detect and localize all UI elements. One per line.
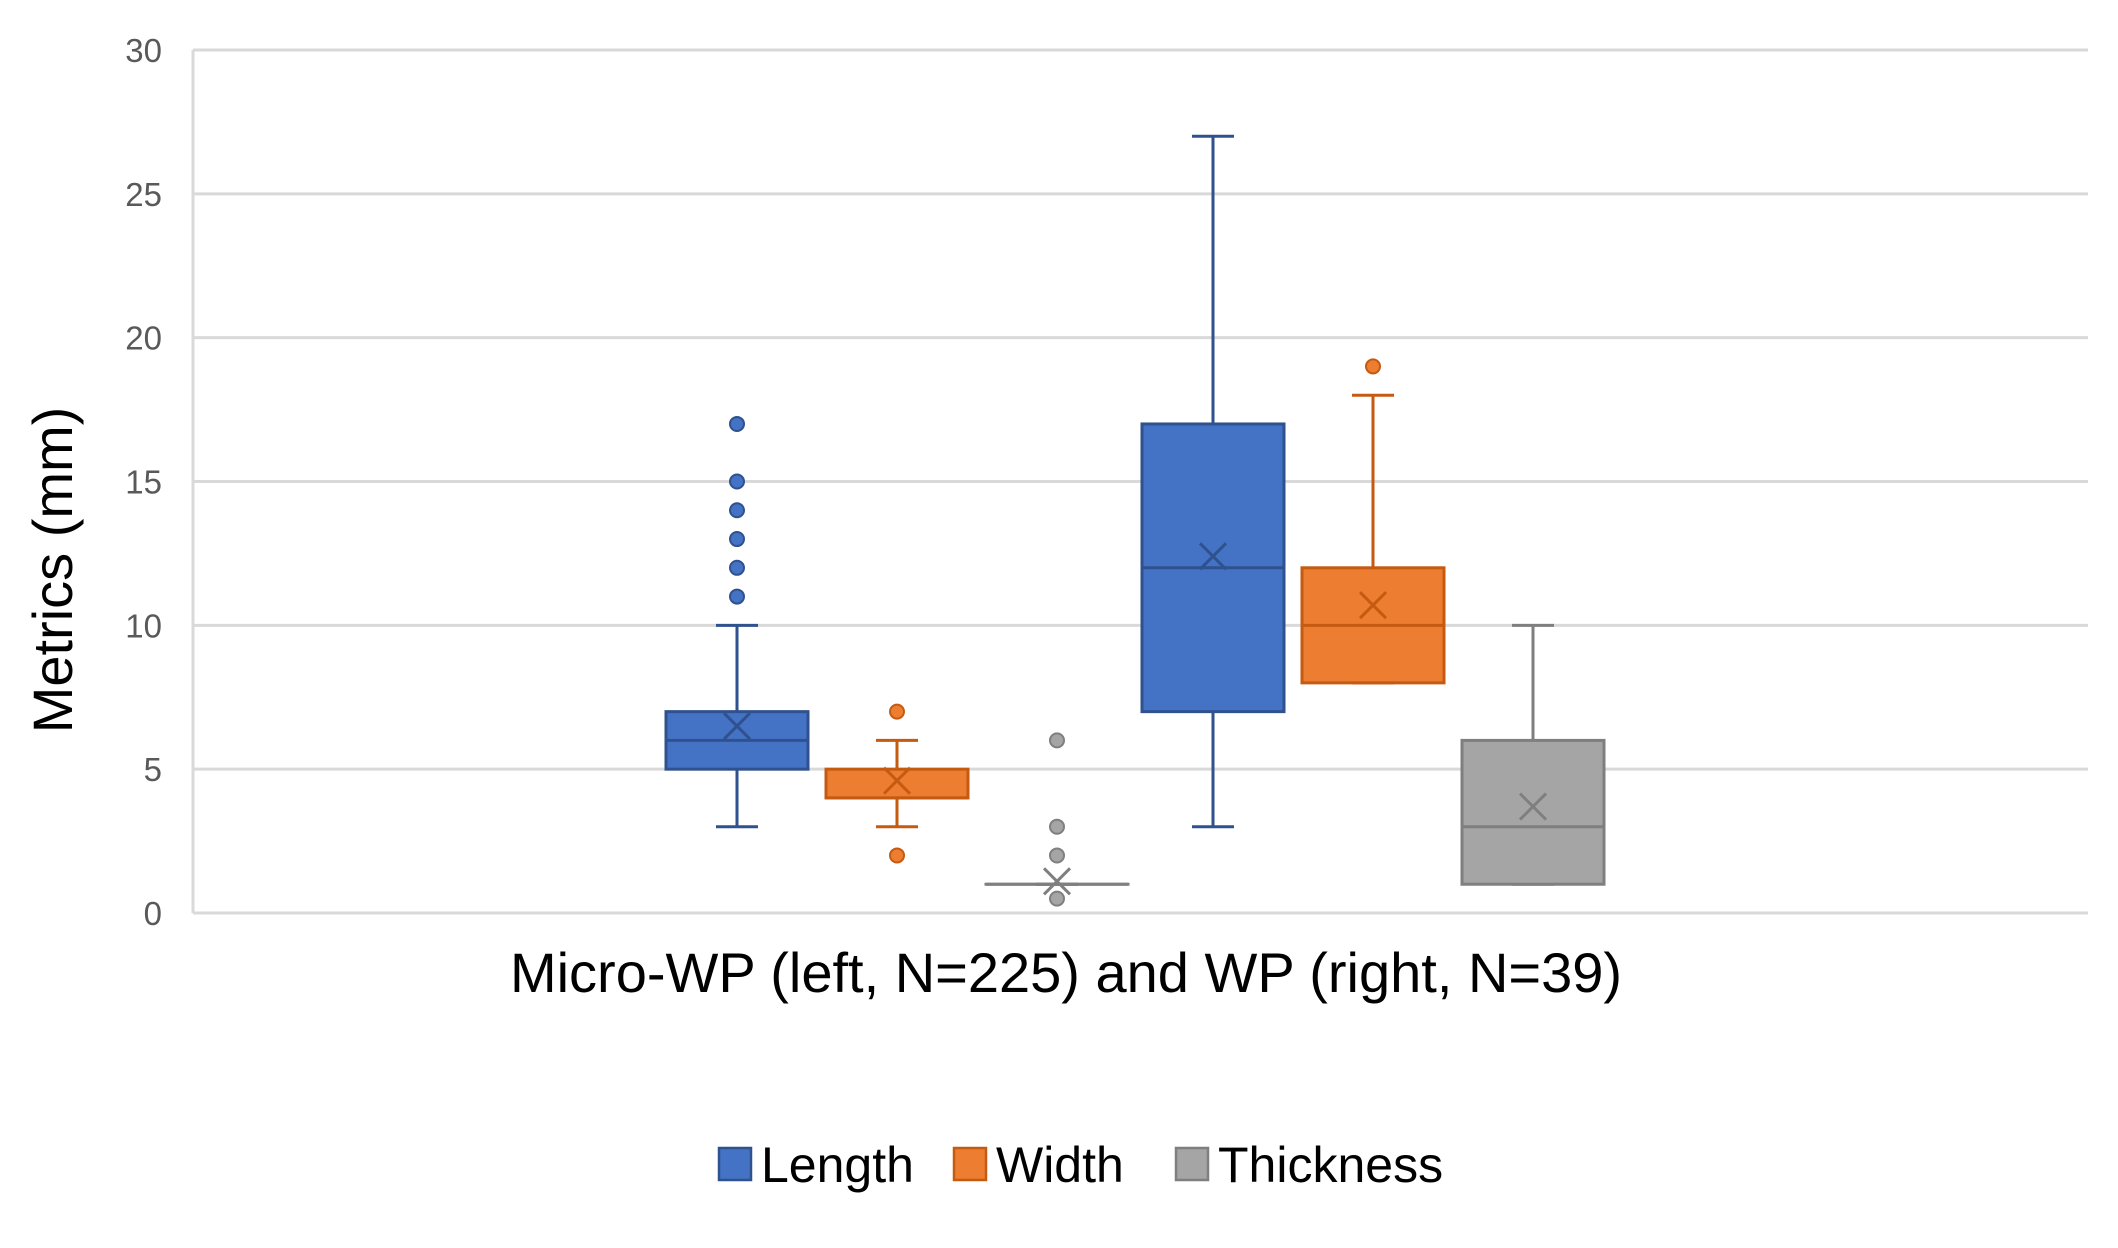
iqr-box	[1460, 738, 1606, 886]
outlier-point	[1049, 732, 1065, 749]
box-thickness-micro-wp	[984, 732, 1130, 907]
legend-swatch-width	[952, 1146, 988, 1182]
outlier-point	[1049, 818, 1065, 835]
y-tick-label: 30	[125, 32, 162, 69]
outlier-point	[729, 531, 745, 548]
iqr-box	[824, 767, 970, 800]
y-tick-label: 10	[125, 607, 162, 644]
outlier-point	[1049, 847, 1065, 864]
box-length-wp	[1140, 134, 1286, 829]
y-tick-labels: 0 5 10 15 20 25 30	[125, 32, 162, 932]
mean-marker	[1518, 792, 1548, 821]
y-axis-title: Metrics (mm)	[21, 407, 84, 734]
legend-swatch-thickness	[1174, 1146, 1210, 1182]
box-thickness-wp	[1460, 623, 1606, 886]
legend-swatch-length	[717, 1146, 753, 1182]
box-series	[664, 134, 1606, 907]
x-axis-title: Micro-WP (left, N=225) and WP (right, N=…	[510, 941, 1622, 1004]
y-tick-label: 5	[144, 751, 162, 788]
y-tick-label: 15	[125, 464, 162, 501]
mean-marker	[1042, 867, 1072, 896]
box-width-wp	[1300, 358, 1446, 685]
outlier-point	[729, 473, 745, 490]
legend: Length Width Thickness	[717, 1137, 1443, 1193]
outlier-point	[1049, 890, 1065, 907]
legend-label-length: Length	[761, 1137, 914, 1193]
outlier-point	[1365, 358, 1381, 375]
legend-label-thickness: Thickness	[1218, 1137, 1443, 1193]
box-length-micro-wp	[664, 415, 810, 829]
outlier-point	[729, 588, 745, 605]
outlier-point	[889, 703, 905, 720]
y-tick-label: 0	[144, 895, 162, 932]
y-tick-label: 25	[125, 176, 162, 213]
y-tick-label: 20	[125, 320, 162, 357]
mean-marker	[1198, 542, 1228, 571]
box-width-micro-wp	[824, 703, 970, 864]
outlier-point	[729, 415, 745, 432]
mean-marker	[1358, 591, 1388, 620]
mean-marker	[722, 711, 752, 741]
legend-label-width: Width	[996, 1137, 1124, 1193]
outlier-point	[729, 502, 745, 519]
mean-marker	[882, 766, 912, 795]
outlier-point	[729, 559, 745, 576]
outlier-point	[889, 847, 905, 864]
